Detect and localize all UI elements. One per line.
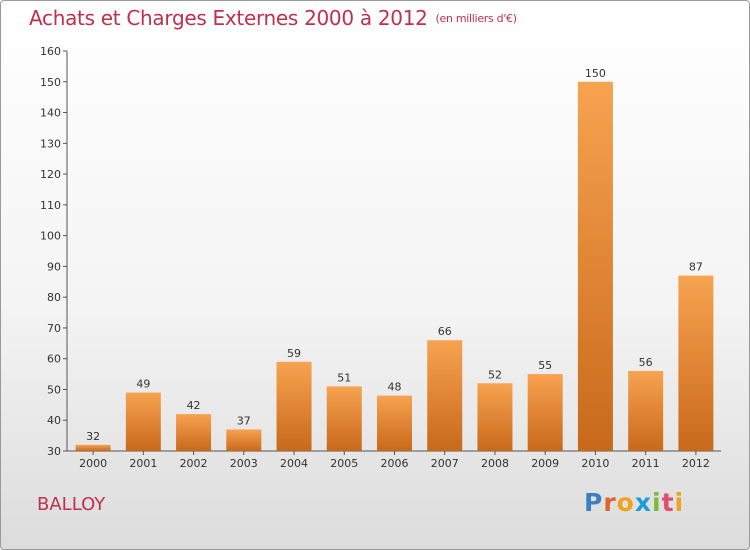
bar-2010 xyxy=(577,81,613,452)
bar-2003 xyxy=(226,429,262,451)
x-tick-label-2004: 2004 xyxy=(280,457,308,470)
value-label-2007: 66 xyxy=(438,325,452,338)
y-tick-label: 70 xyxy=(47,322,61,335)
bar-2012 xyxy=(678,275,714,451)
y-tick-label: 100 xyxy=(40,230,61,243)
y-tick-label: 90 xyxy=(47,260,61,273)
chart-title: Achats et Charges Externes 2000 à 2012 (e… xyxy=(29,6,517,30)
value-label-2008: 52 xyxy=(488,368,502,381)
value-label-2005: 51 xyxy=(337,371,351,384)
bar-2001 xyxy=(125,392,161,451)
value-label-2009: 55 xyxy=(538,359,552,372)
x-tick-label-2003: 2003 xyxy=(230,457,258,470)
value-label-2004: 59 xyxy=(287,347,301,360)
x-tick-label-2006: 2006 xyxy=(381,457,409,470)
proxiti-logo: Proxiti xyxy=(584,488,684,517)
bar-2011 xyxy=(628,371,664,451)
bar-2002 xyxy=(176,414,212,451)
value-label-2010: 150 xyxy=(585,67,606,80)
bar-2009 xyxy=(527,374,563,451)
y-tick-label: 50 xyxy=(47,383,61,396)
x-tick-label-2000: 2000 xyxy=(79,457,107,470)
x-tick-label-2002: 2002 xyxy=(180,457,208,470)
value-label-2003: 37 xyxy=(237,414,251,427)
y-tick-label: 40 xyxy=(47,414,61,427)
commune-name: BALLOY xyxy=(37,494,106,515)
bar-2008 xyxy=(477,383,513,451)
value-label-2011: 56 xyxy=(639,356,653,369)
x-tick-label-2011: 2011 xyxy=(632,457,660,470)
x-tick-label-2012: 2012 xyxy=(682,457,710,470)
value-label-2001: 49 xyxy=(136,378,150,391)
y-tick-label: 130 xyxy=(40,137,61,150)
logo-letter: o xyxy=(616,488,635,517)
x-tick-label-2005: 2005 xyxy=(330,457,358,470)
y-tick-label: 110 xyxy=(40,199,61,212)
x-tick-label-2007: 2007 xyxy=(431,457,459,470)
y-tick-label: 140 xyxy=(40,107,61,120)
bar-2007 xyxy=(427,340,463,451)
y-tick-label: 60 xyxy=(47,353,61,366)
y-tick-label: 80 xyxy=(47,291,61,304)
x-tick-label-2001: 2001 xyxy=(129,457,157,470)
value-label-2006: 48 xyxy=(388,381,402,394)
bar-2000 xyxy=(75,444,111,451)
logo-letter: t xyxy=(661,488,675,517)
value-label-2012: 87 xyxy=(689,261,703,274)
bar-2005 xyxy=(326,386,362,451)
bar-2006 xyxy=(377,395,412,451)
y-tick-label: 160 xyxy=(40,45,61,58)
value-label-2002: 42 xyxy=(187,399,201,412)
x-tick-label-2009: 2009 xyxy=(531,457,559,470)
title-text: Achats et Charges Externes 2000 à 2012 xyxy=(29,6,428,30)
y-tick-label: 120 xyxy=(40,168,61,181)
value-label-2000: 32 xyxy=(86,430,100,443)
logo-letter: x xyxy=(634,488,652,517)
logo-letter: i xyxy=(652,488,662,517)
bar-2004 xyxy=(276,361,312,451)
y-tick-label: 30 xyxy=(47,445,61,458)
x-tick-label-2008: 2008 xyxy=(481,457,509,470)
logo-letter: i xyxy=(674,488,685,517)
x-tick-label-2010: 2010 xyxy=(581,457,609,470)
y-tick-label: 150 xyxy=(40,76,61,89)
logo-letter: r xyxy=(603,488,617,517)
chart-subtitle: (en milliers d'€) xyxy=(435,12,517,25)
logo-letter: P xyxy=(584,488,604,517)
